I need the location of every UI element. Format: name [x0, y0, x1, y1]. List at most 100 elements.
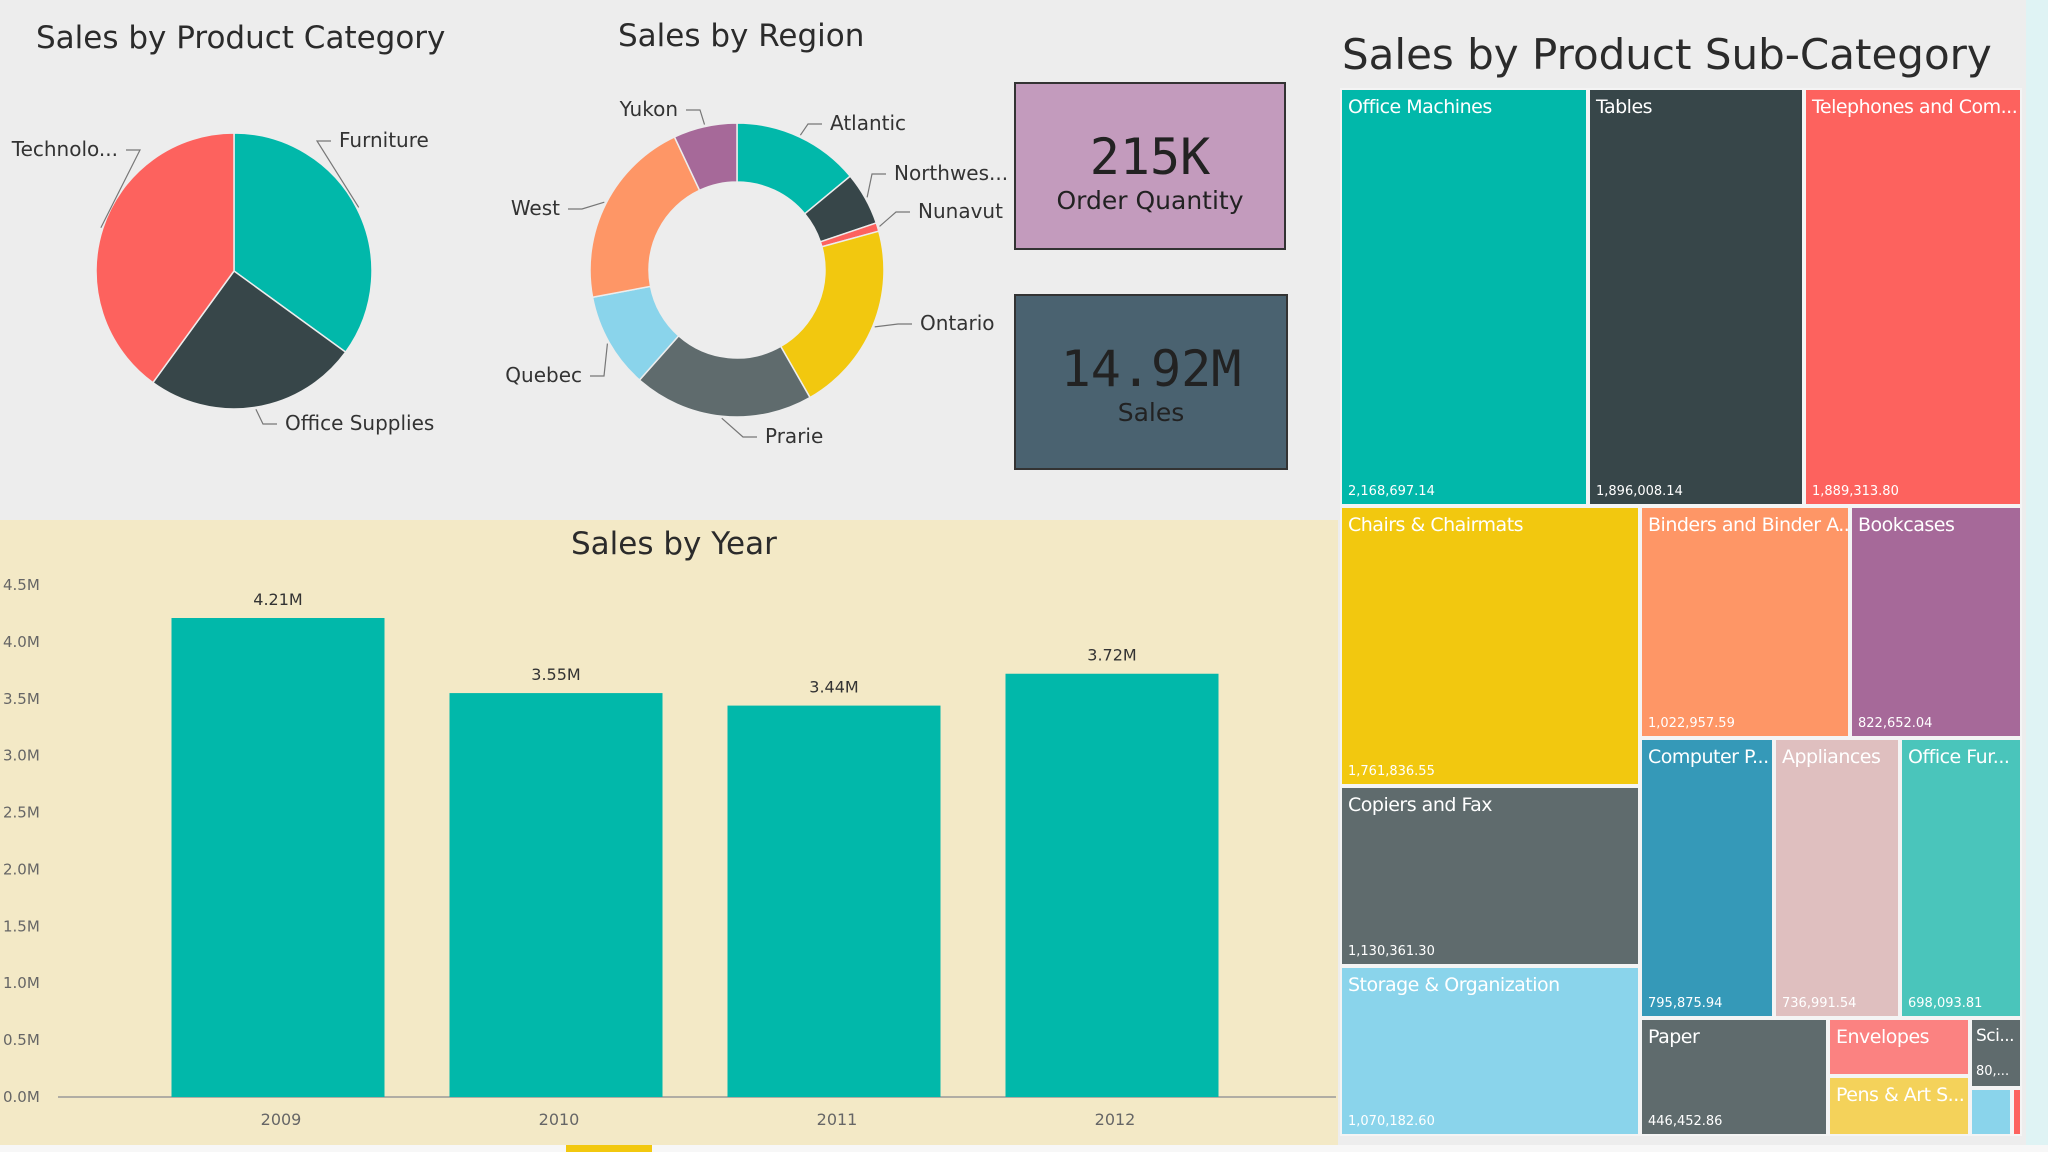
x-tick-label: 2011: [817, 1110, 858, 1129]
slice-leader-line: [866, 173, 886, 198]
treemap-tile-copiers-and-fax[interactable]: Copiers and Fax 1,130,361.30: [1340, 786, 1640, 966]
slice-label-technolo: Technolo...: [11, 137, 118, 161]
treemap-tile-name: Office Fur...: [1908, 746, 2010, 768]
slice-label-quebec: Quebec: [505, 363, 582, 387]
treemap-tile-bookcases[interactable]: Bookcases 822,652.04: [1850, 506, 2022, 738]
donut-chart-title: Sales by Region: [618, 18, 865, 54]
slice-leader-line: [879, 211, 910, 227]
order-quantity-card: 215K Order Quantity: [1014, 82, 1286, 250]
sales-label: Sales: [1117, 398, 1185, 427]
treemap-tile-binders-and-binder-a[interactable]: Binders and Binder A... 1,022,957.59: [1640, 506, 1850, 738]
slice-office-supplies[interactable]: [151, 269, 347, 410]
slice-leader-line: [721, 417, 757, 438]
treemap-tile-office-fur[interactable]: Office Fur... 698,093.81: [1900, 738, 2022, 1018]
bar-2011[interactable]: [727, 705, 941, 1097]
slice-leader-line: [799, 123, 822, 136]
y-tick-label: 0.5M: [3, 1031, 40, 1049]
bar-2009[interactable]: [171, 617, 385, 1097]
treemap-tile-value: 1,889,313.80: [1812, 484, 1899, 499]
y-tick-label: 3.0M: [3, 747, 40, 765]
bar-chart-panel: Sales by Year 0.0M 0.5M 1.0M 1.5M 2.0M 2.5M 3.…: [0, 520, 1338, 1145]
slice-west[interactable]: [589, 135, 701, 299]
treemap-tile-telephones-and-com[interactable]: Telephones and Com... 1,889,313.80: [1804, 88, 2022, 506]
bar-chart-title: Sales by Year: [571, 526, 777, 562]
treemap-tile-value: 1,130,361.30: [1348, 944, 1435, 959]
slice-label-west: West: [511, 196, 560, 220]
order-quantity-value: 215K: [1089, 128, 1211, 186]
sales-card: 14.92M Sales: [1014, 294, 1288, 470]
y-tick-label: 1.0M: [3, 974, 40, 992]
treemap-tile-name: Office Machines: [1348, 96, 1492, 118]
treemap-tile-envelopes[interactable]: Envelopes: [1828, 1018, 1970, 1076]
treemap-tile-name: Bookcases: [1858, 514, 1955, 536]
y-tick-label: 4.0M: [3, 633, 40, 651]
treemap-tile-value: 1,761,836.55: [1348, 764, 1435, 779]
slice-label-furniture: Furniture: [339, 128, 429, 152]
treemap-tile-name: Envelopes: [1836, 1026, 1930, 1048]
order-quantity-label: Order Quantity: [1056, 186, 1244, 215]
slice-ontario[interactable]: [779, 230, 885, 399]
treemap-tile-item-16[interactable]: [2012, 1088, 2022, 1136]
treemap-tile-computer-p[interactable]: Computer P... 795,875.94: [1640, 738, 1774, 1018]
x-tick-label: 2009: [261, 1110, 302, 1129]
treemap-title: Sales by Product Sub-Category: [1342, 30, 1992, 79]
slice-leader-line: [100, 149, 141, 229]
slice-leader-line: [590, 343, 609, 377]
slice-label-atlantic: Atlantic: [830, 111, 906, 135]
treemap: Office Machines 2,168,697.14 Tables 1,896,0…: [1338, 0, 2026, 1145]
bar-data-label: 3.55M: [531, 665, 580, 684]
pie-chart-title: Sales by Product Category: [36, 20, 446, 56]
slice-leader-line: [874, 323, 912, 328]
y-tick-label: 1.5M: [3, 917, 40, 935]
treemap-tile-value: 80,...: [1976, 1064, 2010, 1079]
y-tick-label: 2.5M: [3, 804, 40, 822]
donut-chart: Atlantic Northwes... Nunavut Ontario Prarie Q…: [505, 97, 1008, 448]
treemap-tile-tables[interactable]: Tables 1,896,008.14: [1588, 88, 1804, 506]
bar-2012[interactable]: [1005, 673, 1219, 1097]
pie-chart: Furniture Office Supplies Technolo...: [11, 128, 435, 435]
slice-technolo[interactable]: [95, 132, 235, 384]
treemap-tile-storage-organization[interactable]: Storage & Organization 1,070,182.60: [1340, 966, 1640, 1136]
treemap-tile-appliances[interactable]: Appliances 736,991.54: [1774, 738, 1900, 1018]
right-edge-strip: [2026, 0, 2048, 1152]
treemap-tile-chairs-chairmats[interactable]: Chairs & Chairmats 1,761,836.55: [1340, 506, 1640, 786]
treemap-tile-name: Appliances: [1782, 746, 1881, 768]
bar-2010[interactable]: [449, 693, 663, 1097]
treemap-tile-name: Pens & Art S...: [1836, 1084, 1965, 1106]
bar-chart: 0.0M 0.5M 1.0M 1.5M 2.0M 2.5M 3.0M 3.5M 4.0M 4.5M…: [3, 576, 1336, 1129]
treemap-tile-office-machines[interactable]: Office Machines 2,168,697.14: [1340, 88, 1588, 506]
treemap-tile-sci[interactable]: Sci... 80,...: [1970, 1018, 2022, 1088]
bar-data-label: 3.44M: [809, 678, 858, 697]
treemap-tile-value: 736,991.54: [1782, 996, 1857, 1011]
treemap-tile-name: Paper: [1648, 1026, 1700, 1048]
treemap-tile-name: Computer P...: [1648, 746, 1769, 768]
treemap-tile-value: 1,022,957.59: [1648, 716, 1735, 731]
sales-value: 14.92M: [1060, 340, 1242, 398]
treemap-tile-name: Binders and Binder A...: [1648, 514, 1850, 536]
y-tick-label: 4.5M: [3, 576, 40, 594]
slice-leader-line: [686, 109, 706, 125]
slice-yukon[interactable]: [673, 122, 738, 192]
treemap-tile-value: 2,168,697.14: [1348, 484, 1435, 499]
bar-data-label: 4.21M: [253, 590, 302, 609]
treemap-tile-value: 795,875.94: [1648, 996, 1723, 1011]
slice-furniture[interactable]: [233, 132, 373, 354]
treemap-tile-pens-art-s[interactable]: Pens & Art S...: [1828, 1076, 1970, 1136]
treemap-tile-name: Copiers and Fax: [1348, 794, 1493, 816]
x-tick-label: 2012: [1095, 1110, 1136, 1129]
scrollbar-thumb[interactable]: [566, 1145, 652, 1152]
slice-label-northwes: Northwes...: [894, 161, 1008, 185]
bottom-scrollbar[interactable]: [0, 1145, 2048, 1152]
slice-label-yukon: Yukon: [619, 97, 678, 121]
slice-label-ontario: Ontario: [920, 311, 995, 335]
slice-label-nunavut: Nunavut: [918, 199, 1003, 223]
slice-leader-line: [568, 201, 605, 210]
treemap-tile-item-15[interactable]: [1970, 1088, 2012, 1136]
treemap-tile-value: 446,452.86: [1648, 1114, 1723, 1129]
treemap-tile-paper[interactable]: Paper 446,452.86: [1640, 1018, 1828, 1136]
treemap-tile-value: 1,070,182.60: [1348, 1114, 1435, 1129]
y-tick-label: 2.0M: [3, 860, 40, 878]
treemap-tile-name: Chairs & Chairmats: [1348, 514, 1524, 536]
treemap-panel: Sales by Product Sub-Category Office Mac…: [1338, 0, 2026, 1145]
slice-label-office-supplies: Office Supplies: [285, 411, 434, 435]
